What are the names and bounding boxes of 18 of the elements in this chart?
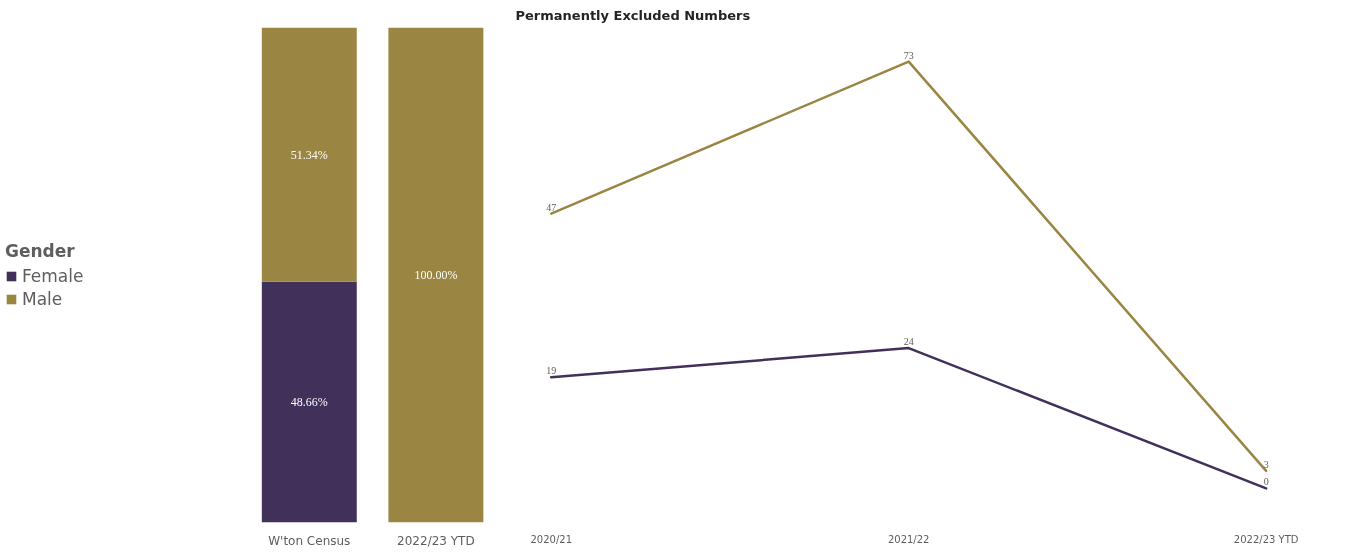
legend-label: Male: [22, 288, 63, 309]
legend-label: Female: [22, 265, 84, 286]
data-label: 3: [1263, 458, 1269, 470]
x-tick-label: 2022/23 YTD: [1233, 533, 1299, 545]
data-label: 73: [903, 49, 914, 61]
x-tick-label: W'ton Census: [268, 533, 351, 548]
x-tick-label: 2020/21: [530, 533, 573, 545]
legend-title: Gender: [5, 240, 76, 261]
data-label: 51.34%: [290, 147, 328, 162]
chart-title: Permanently Excluded Numbers: [515, 7, 751, 23]
data-label: 47: [546, 201, 557, 213]
x-tick-label: 2022/23 YTD: [397, 533, 475, 548]
data-label: 24: [903, 336, 914, 348]
data-label: 0: [1263, 476, 1269, 488]
data-label: 100.00%: [414, 268, 458, 282]
x-tick-label: 2021/22: [887, 533, 930, 545]
data-label: 19: [546, 365, 557, 377]
data-label: 48.66%: [290, 395, 328, 410]
